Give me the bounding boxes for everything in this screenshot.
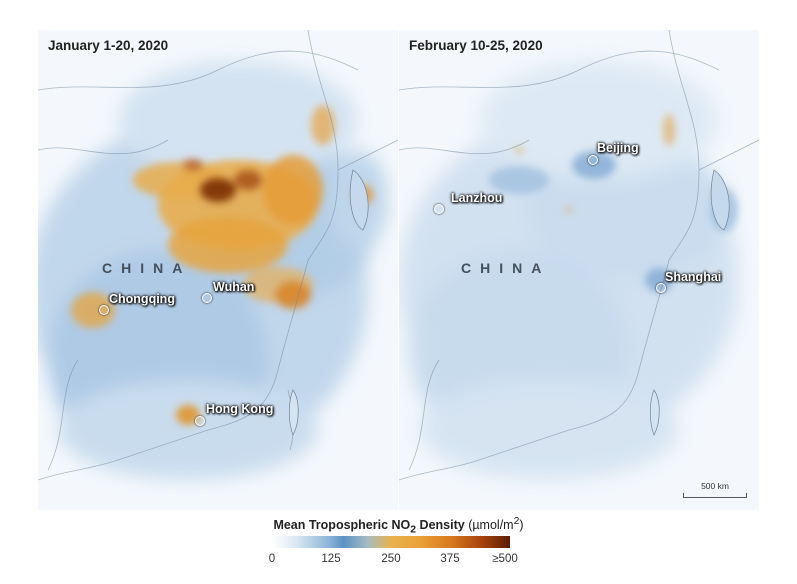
legend-unit: (µmol/m bbox=[464, 518, 514, 533]
city-marker-wuhan bbox=[202, 293, 212, 303]
legend-color-ramp bbox=[272, 536, 510, 548]
legend-title: Mean Tropospheric NO2 Density (µmol/m2) bbox=[0, 516, 797, 536]
legend-tick-375: 375 bbox=[440, 553, 460, 565]
scale-label: 500 km bbox=[701, 481, 729, 491]
no2-map-january bbox=[38, 30, 398, 510]
city-label-beijing: Beijing bbox=[597, 141, 639, 155]
panel-title: January 1-20, 2020 bbox=[48, 38, 169, 53]
panel-title: February 10-25, 2020 bbox=[409, 38, 543, 53]
map-panel-january: January 1-20, 2020 CHINA Wuhan Chongqing… bbox=[38, 30, 398, 510]
city-label-wuhan: Wuhan bbox=[213, 280, 255, 294]
scale-bar: 500 km bbox=[683, 481, 747, 498]
city-label-chongqing: Chongqing bbox=[109, 292, 175, 306]
map-panel-february: February 10-25, 2020 CHINA Beijing Lanzh… bbox=[399, 30, 759, 510]
city-marker-beijing bbox=[588, 155, 598, 165]
city-label-lanzhou: Lanzhou bbox=[451, 191, 503, 205]
legend-title-main: Mean Tropospheric NO bbox=[273, 518, 411, 533]
city-label-hong-kong: Hong Kong bbox=[206, 402, 274, 416]
country-label: CHINA bbox=[102, 260, 192, 276]
legend-tick-0: 0 bbox=[268, 553, 276, 565]
city-marker-hong-kong bbox=[195, 416, 205, 426]
city-label-shanghai: Shanghai bbox=[665, 270, 722, 284]
scale-line bbox=[683, 493, 747, 498]
legend-unit-sup: 2 bbox=[513, 516, 520, 527]
no2-map-february bbox=[399, 30, 759, 510]
legend-unit-close: ) bbox=[519, 518, 524, 533]
country-label: CHINA bbox=[461, 260, 551, 276]
legend-tick-500: ≥500 bbox=[492, 553, 518, 565]
legend-title-tail: Density bbox=[416, 518, 465, 533]
legend-tick-125: 125 bbox=[321, 553, 341, 565]
city-marker-chongqing bbox=[99, 305, 109, 315]
legend-title-subscript: 2 bbox=[410, 524, 417, 536]
city-marker-shanghai bbox=[656, 283, 666, 293]
legend-tick-250: 250 bbox=[381, 553, 401, 565]
city-marker-lanzhou bbox=[434, 204, 444, 214]
